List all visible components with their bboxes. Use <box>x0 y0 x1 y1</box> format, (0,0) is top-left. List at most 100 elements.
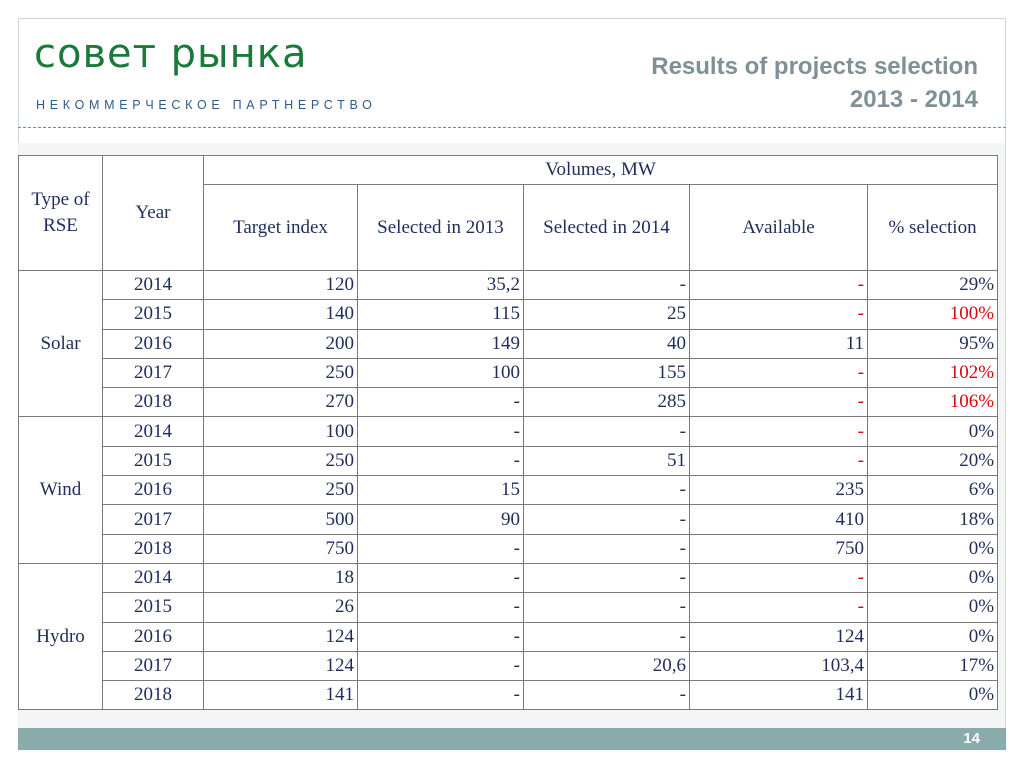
sel2013-cell: - <box>357 533 524 564</box>
available-cell: - <box>689 387 868 418</box>
target-cell: 270 <box>203 387 358 418</box>
target-cell: 250 <box>203 475 358 506</box>
sel2013-cell: - <box>357 445 524 477</box>
sel2013-cell: - <box>357 387 524 418</box>
pct-cell: 29% <box>866 269 999 301</box>
available-cell: 235 <box>689 475 868 506</box>
available-cell: 103,4 <box>689 650 868 682</box>
sel2014-cell: 155 <box>523 357 690 389</box>
pct-cell: 0% <box>866 533 999 564</box>
sel2014-cell: 51 <box>523 445 690 477</box>
sel2014-cell: - <box>523 533 690 564</box>
sel2014-cell: - <box>523 680 690 711</box>
sel2013-cell: 100 <box>357 357 524 389</box>
pct-cell: 0% <box>866 680 999 711</box>
header-percent-selection: % selection <box>866 184 999 271</box>
pct-cell: 0% <box>866 592 999 623</box>
available-cell: - <box>689 269 868 301</box>
sel2013-cell: 115 <box>357 299 524 330</box>
year-cell: 2015 <box>102 445 204 477</box>
sel2014-cell: - <box>523 504 690 535</box>
sel2013-cell: 90 <box>357 504 524 535</box>
slide-frame-top <box>18 18 1006 19</box>
pct-cell: 102% <box>866 357 999 389</box>
rse-type-cell: Solar <box>18 269 103 418</box>
slide-title-line1: Results of projects selection <box>651 53 978 80</box>
available-cell: - <box>689 357 868 389</box>
header-year: Year <box>102 155 204 271</box>
header-target-index: Target index <box>203 184 358 271</box>
available-cell: - <box>689 445 868 477</box>
year-cell: 2018 <box>102 387 204 418</box>
logo-tagline: НЕКОММЕРЧЕСКОЕ ПАРТНЕРСТВО <box>36 98 377 112</box>
table-row: Wind 2014 100- - -0% <box>18 416 999 564</box>
year-cell: 2016 <box>102 328 204 359</box>
target-cell: 141 <box>203 680 358 711</box>
logo-text: совет рынка <box>34 31 308 77</box>
year-cell: 2016 <box>102 621 204 652</box>
pct-cell: 100% <box>866 299 999 330</box>
target-cell: 26 <box>203 592 358 623</box>
table-row: 2017 250 100 155-102% <box>19 357 999 389</box>
table-row: 2018 270-285-106% <box>19 387 999 418</box>
available-cell: 11 <box>689 328 868 359</box>
table-row: 2017 500 90-410 18% <box>19 504 999 535</box>
sel2014-cell: - <box>523 475 690 506</box>
pct-cell: 0% <box>866 621 999 652</box>
year-cell: 2017 <box>102 357 204 389</box>
header-available: Available <box>689 184 868 271</box>
target-cell: 500 <box>203 504 358 535</box>
sel2014-cell: 25 <box>523 299 690 330</box>
pct-cell: 6% <box>866 475 999 506</box>
header-selected-2013: Selected in 2013 <box>357 184 524 271</box>
table-row: Solar 2014 120 35,2- -29% <box>18 269 999 418</box>
sel2014-cell: - <box>523 592 690 623</box>
pct-cell: 0% <box>866 416 999 447</box>
sel2013-cell: - <box>357 562 524 594</box>
table-row: 2016 124- -124 0% <box>19 621 999 652</box>
pct-cell: 95% <box>866 328 999 359</box>
table-row: 2018 141- -141 0% <box>19 680 999 711</box>
sel2013-cell: 35,2 <box>357 269 524 301</box>
pct-cell: 0% <box>866 562 999 594</box>
year-cell: 2018 <box>102 533 204 564</box>
table-row: 2016 250 15-235 6% <box>19 475 999 506</box>
available-cell: 750 <box>689 533 868 564</box>
target-cell: 140 <box>203 299 358 330</box>
target-cell: 250 <box>203 445 358 477</box>
available-cell: 410 <box>689 504 868 535</box>
year-cell: 2014 <box>102 416 204 447</box>
pct-cell: 18% <box>866 504 999 535</box>
sel2014-cell: - <box>523 416 690 447</box>
sel2013-cell: - <box>357 650 524 682</box>
target-cell: 750 <box>203 533 358 564</box>
table-row: 2015 140 115 25-100% <box>19 299 999 330</box>
target-cell: 120 <box>203 269 358 301</box>
sel2013-cell: - <box>357 680 524 711</box>
sel2014-cell: - <box>523 621 690 652</box>
target-cell: 18 <box>203 562 358 594</box>
table-row: 2017 124-20,6 103,4 17% <box>19 650 999 682</box>
sel2014-cell: 40 <box>523 328 690 359</box>
pct-cell: 106% <box>866 387 999 418</box>
table-row: 2015 26- - -0% <box>19 592 999 623</box>
sel2013-cell: - <box>357 592 524 623</box>
year-cell: 2015 <box>102 592 204 623</box>
target-cell: 250 <box>203 357 358 389</box>
sel2013-cell: - <box>357 416 524 447</box>
sel2013-cell: 15 <box>357 475 524 506</box>
year-cell: 2016 <box>102 475 204 506</box>
footer-bar <box>18 728 1006 750</box>
pct-cell: 17% <box>866 650 999 682</box>
header-divider <box>18 127 1006 128</box>
rse-type-cell: Wind <box>18 416 103 564</box>
target-cell: 100 <box>203 416 358 447</box>
table-row: 2015 250-51-20% <box>19 445 999 477</box>
available-cell: - <box>689 592 868 623</box>
sel2013-cell: - <box>357 621 524 652</box>
sel2013-cell: 149 <box>357 328 524 359</box>
year-cell: 2018 <box>102 680 204 711</box>
sel2014-cell: 285 <box>523 387 690 418</box>
rse-type-cell: Hydro <box>18 562 103 711</box>
available-cell: 141 <box>689 680 868 711</box>
